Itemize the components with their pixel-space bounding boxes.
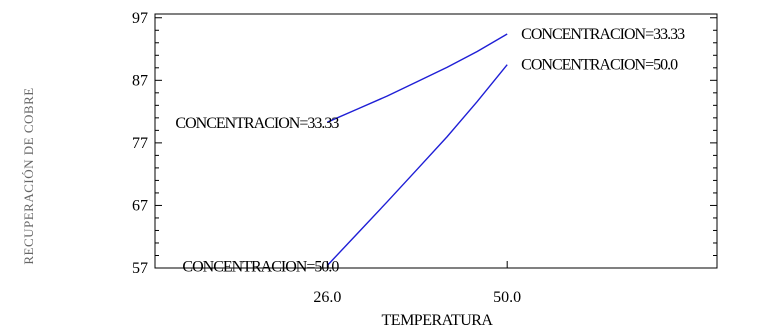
y-axis-label: RECUPERACIÓN DE COBRE <box>21 87 36 264</box>
y-tick-label: 67 <box>132 197 148 214</box>
y-tick-label: 77 <box>132 135 148 152</box>
line-label: CONCENTRACION=33.33 <box>175 115 339 132</box>
series-lines <box>326 33 508 266</box>
x-tick-label: 26.0 <box>313 289 341 306</box>
line-label: CONCENTRACION=50.0 <box>182 258 339 275</box>
y-tick-label: 87 <box>132 72 148 89</box>
y-tick-label: 57 <box>132 260 148 277</box>
y-tick-label: 97 <box>132 10 148 27</box>
x-tick-label: 50.0 <box>493 289 521 306</box>
x-axis-label: TEMPERATURA <box>382 312 494 327</box>
line-label: CONCENTRACION=50.0 <box>521 57 678 74</box>
series-line-1 <box>327 33 508 123</box>
plot-frame <box>154 13 718 269</box>
line-label: CONCENTRACION=33.33 <box>521 26 685 43</box>
line-labels: CONCENTRACION=33.33 CONCENTRACION=50.0 CON… <box>175 26 686 275</box>
x-axis: 26.0 50.0 <box>313 261 521 306</box>
series-line-2 <box>326 64 508 266</box>
y-axis: 57 67 77 87 97 <box>132 10 717 277</box>
